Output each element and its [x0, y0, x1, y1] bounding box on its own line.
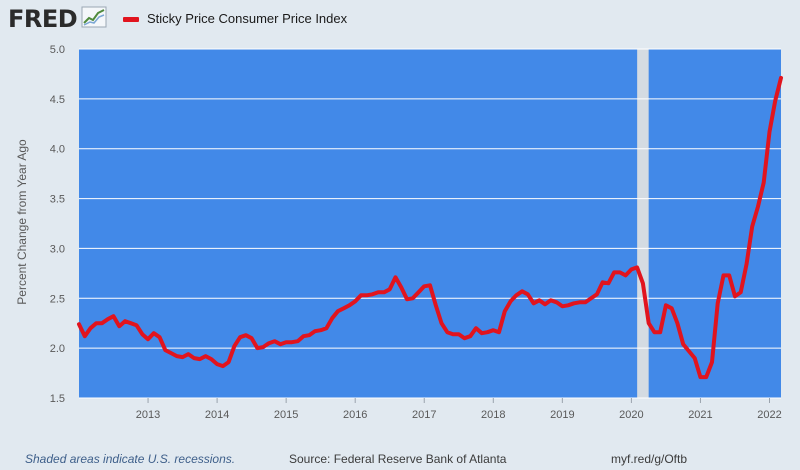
x-tick-label: 2014 — [205, 409, 229, 421]
fred-logo[interactable]: FRED — [8, 5, 107, 33]
y-tick-label: 5.0 — [50, 44, 65, 56]
y-tick-label: 3.0 — [50, 243, 65, 255]
legend-swatch — [123, 16, 139, 22]
x-tick-label: 2018 — [481, 409, 505, 421]
y-tick-label: 2.5 — [50, 293, 65, 305]
y-tick-label: 3.5 — [50, 194, 65, 206]
chart-trend-icon — [81, 6, 107, 33]
recession-note: Shaded areas indicate U.S. recessions. — [25, 452, 236, 466]
recession-band — [637, 49, 649, 398]
y-axis-ticks: 1.5 2.0 2.5 3.0 3.5 4.0 4.5 5.0 — [50, 44, 65, 405]
x-tick-label: 2013 — [136, 409, 160, 421]
data-series — [77, 75, 783, 380]
chart-legend: Sticky Price Consumer Price Index — [123, 10, 347, 28]
y-tick-label: 1.5 — [50, 393, 65, 405]
x-tick-label: 2019 — [550, 409, 574, 421]
grid-lines — [79, 48, 781, 399]
x-axis-ticks: 2013 2014 2015 2016 2017 2018 2019 2020 2021 2022 — [136, 398, 782, 421]
recession-shading — [637, 49, 649, 398]
y-axis-label: Percent Change from Year Ago — [15, 139, 29, 305]
x-tick-label: 2021 — [688, 409, 712, 421]
y-tick-label: 4.5 — [50, 94, 65, 106]
x-tick-label: 2022 — [757, 409, 781, 421]
plot-area — [79, 49, 781, 398]
y-tick-label: 4.0 — [50, 144, 65, 156]
x-tick-label: 2016 — [343, 409, 367, 421]
x-tick-label: 2015 — [274, 409, 298, 421]
source-text: Source: Federal Reserve Bank of Atlanta — [289, 452, 507, 466]
fred-logo-text: FRED — [8, 5, 78, 33]
legend-label: Sticky Price Consumer Price Index — [147, 11, 348, 26]
series-line[interactable] — [77, 75, 783, 380]
y-tick-label: 2.0 — [50, 343, 65, 355]
x-tick-label: 2020 — [619, 409, 643, 421]
x-tick-label: 2017 — [412, 409, 436, 421]
short-url-link[interactable]: myf.red/g/Oftb — [611, 452, 688, 466]
